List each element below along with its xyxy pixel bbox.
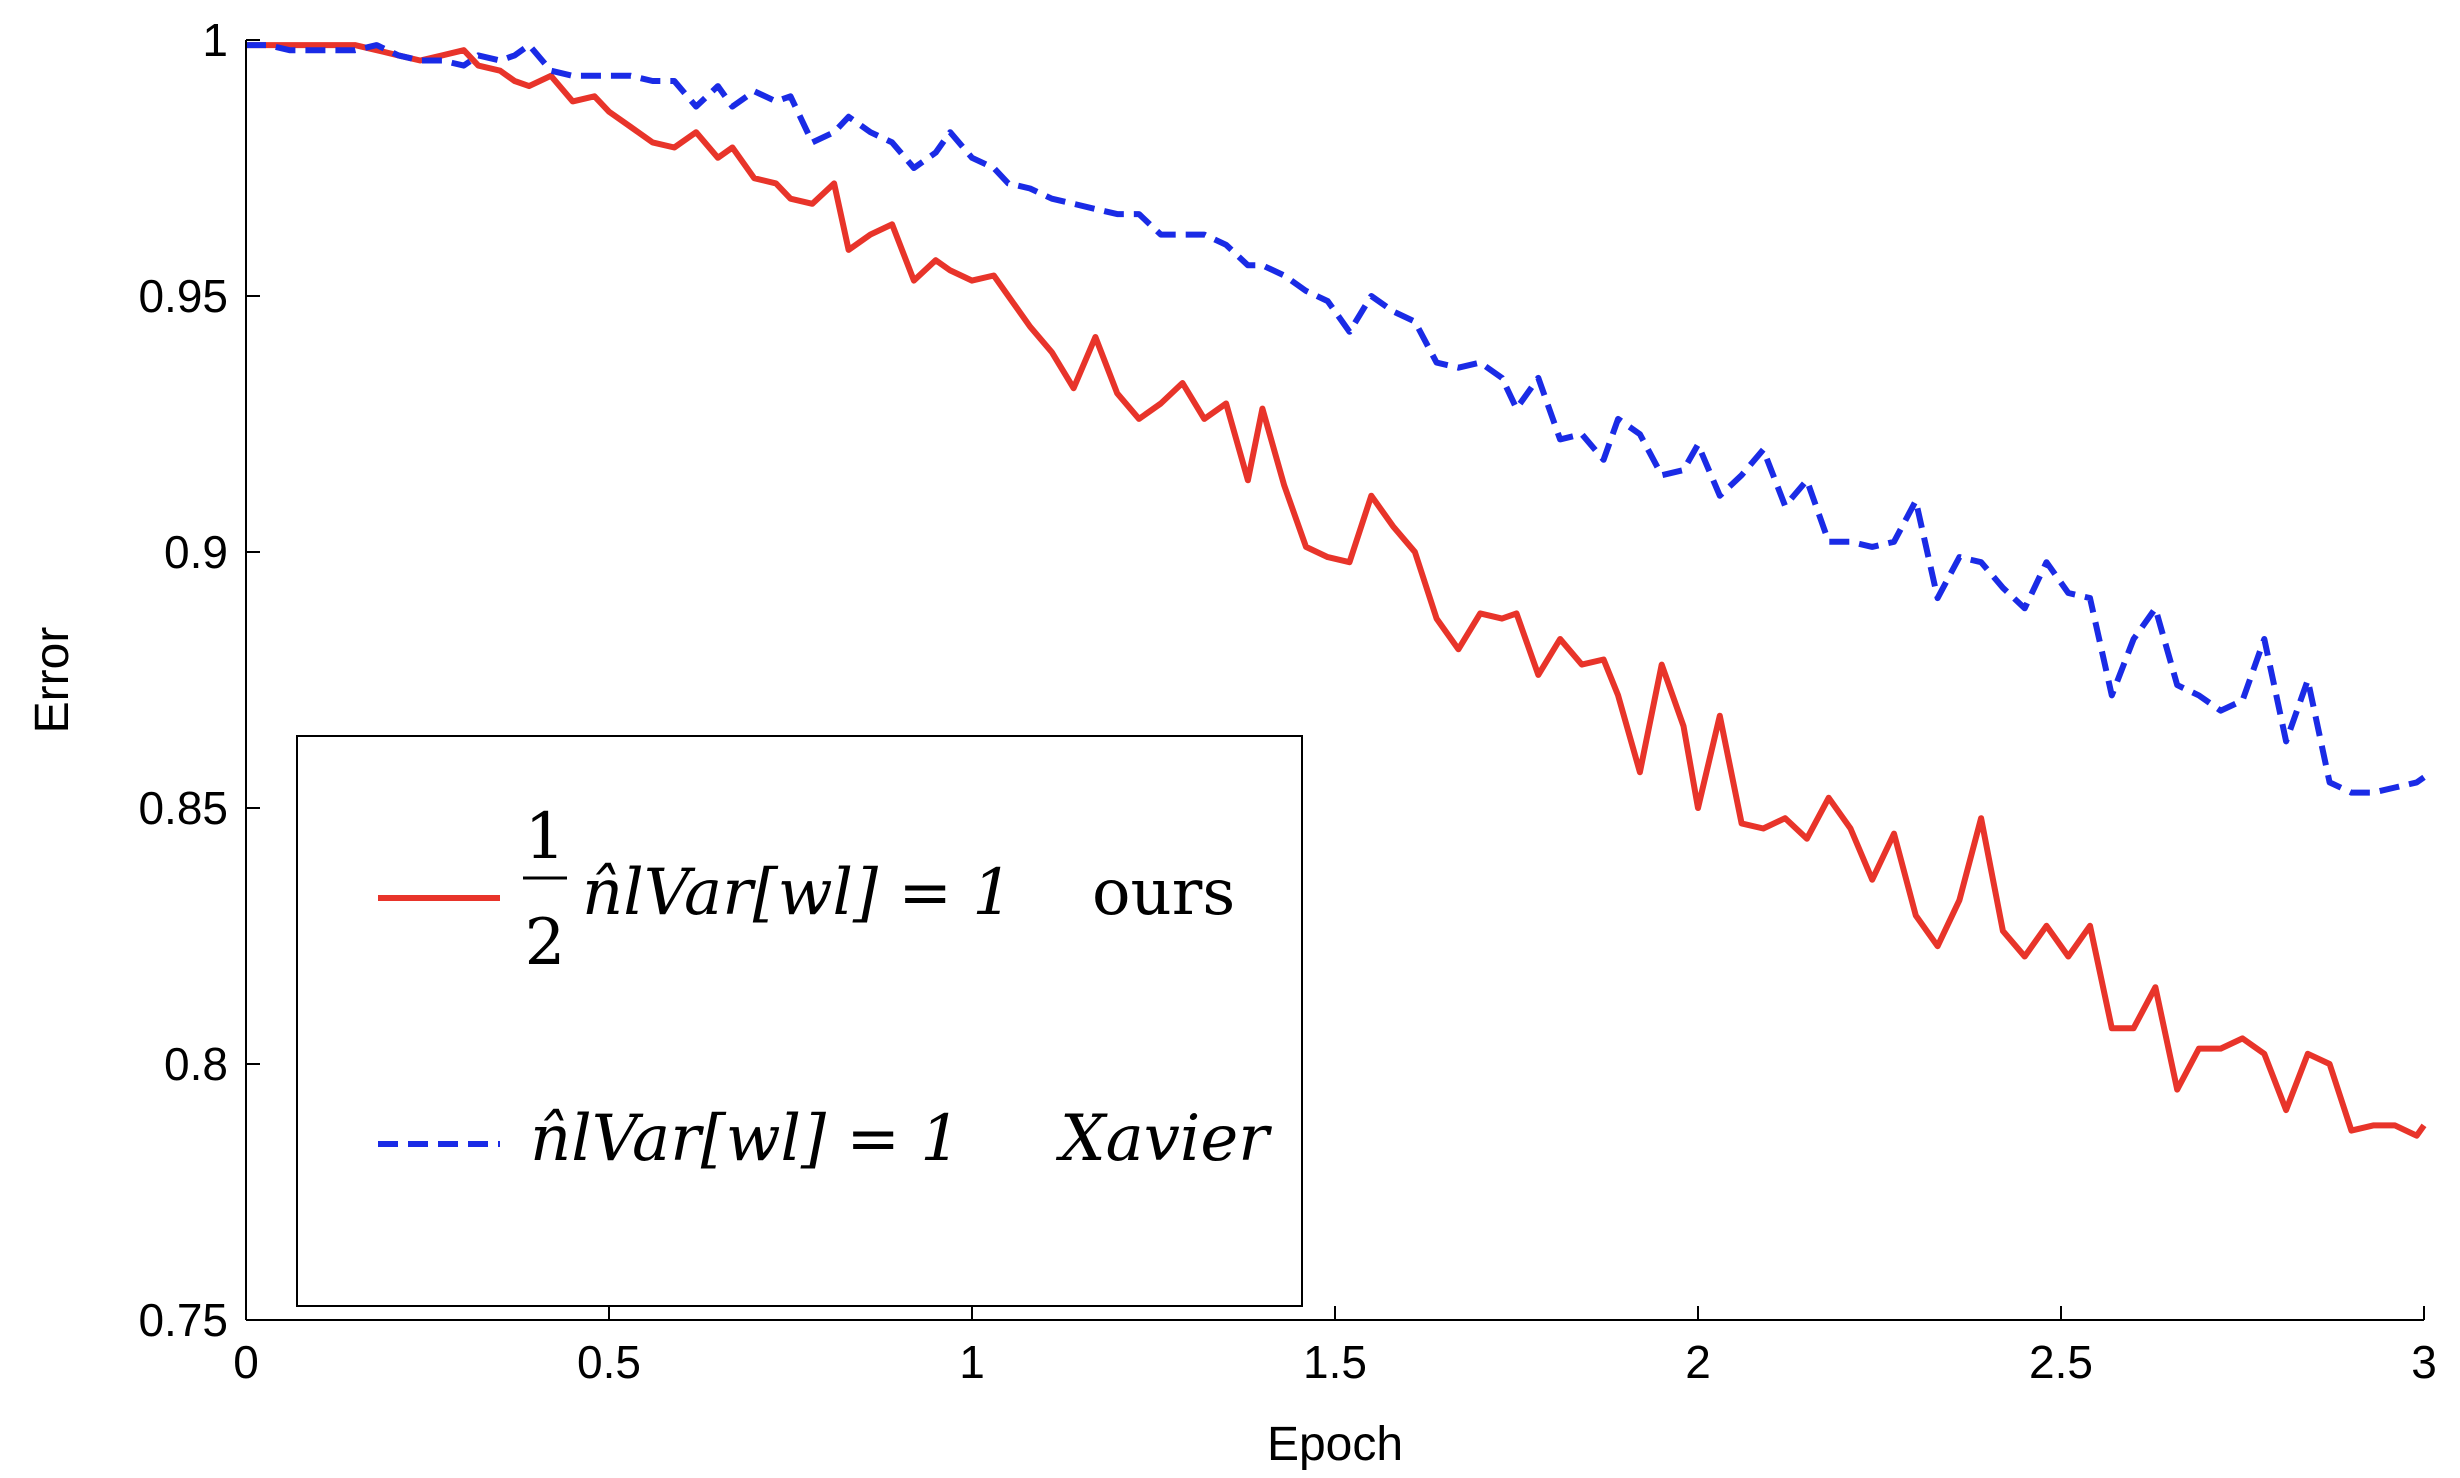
y-tick-label: 0.75	[138, 1294, 228, 1346]
y-ticks: 0.75 0.8 0.85 0.9 0.95 1	[138, 14, 260, 1346]
y-tick-label: 0.85	[138, 782, 228, 834]
legend-label-ours: ours	[1092, 856, 1235, 930]
legend-label-xavier: Xavier	[1055, 1102, 1272, 1176]
x-tick-label: 2	[1685, 1336, 1711, 1388]
legend-fraction-denominator: 2	[525, 906, 566, 980]
legend-formula-ours: n̂lVar[wl] = 1	[582, 856, 1013, 930]
y-tick-label: 0.8	[164, 1038, 228, 1090]
series-line-ours	[246, 42, 2427, 1139]
x-tick-label: 3	[2411, 1336, 2437, 1388]
plot-lines	[246, 42, 2427, 1139]
x-tick-label: 1.5	[1303, 1336, 1367, 1388]
legend-fraction-numerator: 1	[525, 800, 566, 874]
x-tick-label: 0	[233, 1336, 259, 1388]
x-ticks: 0 0.5 1 1.5 2 2.5 3	[233, 1306, 2437, 1388]
legend: 1 2 n̂lVar[wl] = 1 ours n̂lVar[wl] = 1 X…	[296, 735, 1303, 1307]
y-axis-title: Error	[26, 627, 79, 734]
y-tick-label: 1	[202, 14, 228, 66]
y-tick-label: 0.95	[138, 270, 228, 322]
x-tick-label: 1	[959, 1336, 985, 1388]
x-tick-label: 2.5	[2029, 1336, 2093, 1388]
x-axis-title: Epoch	[1267, 1418, 1403, 1471]
legend-formula-xavier: n̂lVar[wl] = 1	[530, 1102, 961, 1176]
y-tick-label: 0.9	[164, 526, 228, 578]
x-tick-label: 0.5	[577, 1336, 641, 1388]
legend-box	[296, 735, 1303, 1307]
